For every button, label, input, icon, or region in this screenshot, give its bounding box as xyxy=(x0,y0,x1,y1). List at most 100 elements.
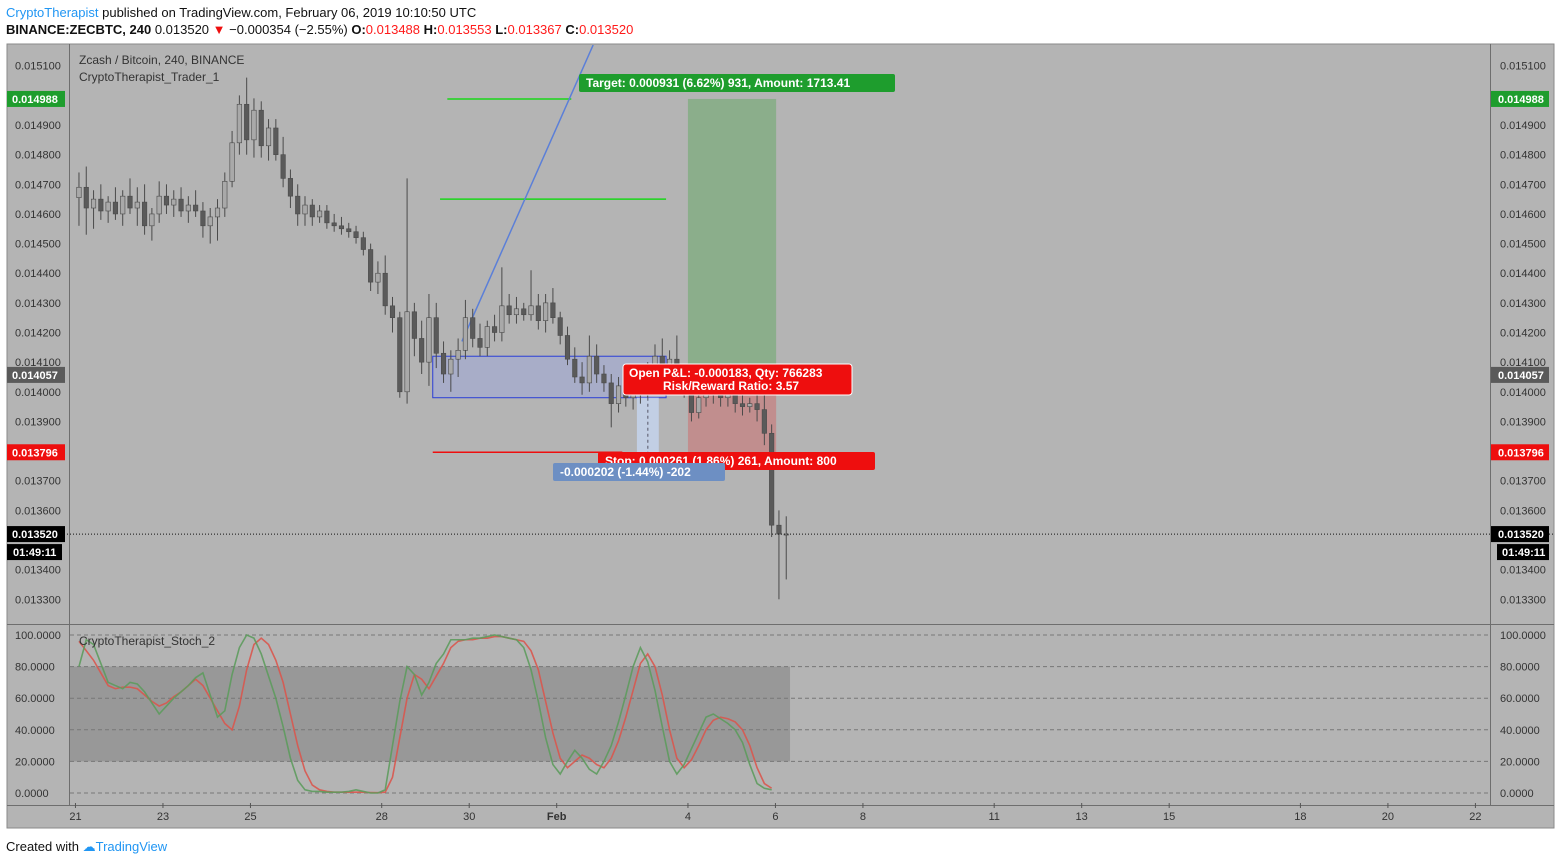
x-tick-label: 25 xyxy=(244,811,256,823)
price-tag-right xyxy=(1491,366,1549,383)
candle-body xyxy=(338,225,345,230)
candle-body xyxy=(776,524,782,535)
candle-body xyxy=(258,109,264,147)
candle-body xyxy=(229,142,235,182)
stoch-tick-left: 40.0000 xyxy=(15,725,55,737)
stoch-band xyxy=(70,666,791,762)
candle-body xyxy=(134,201,140,209)
stoch-tick-right: 80.0000 xyxy=(1500,662,1540,674)
candle-body xyxy=(244,103,250,141)
candle-body xyxy=(200,210,206,227)
candle-body xyxy=(397,317,403,393)
x-tick-label: 20 xyxy=(1382,811,1394,823)
y-tick-left: 0.014400 xyxy=(15,268,61,280)
y-tick-left: 0.013700 xyxy=(15,476,61,488)
candle-body xyxy=(484,326,490,348)
candle-body xyxy=(513,308,520,316)
candle-body xyxy=(455,350,461,360)
symbol-info-line: BINANCE:ZECBTC, 240 0.013520 ▼ −0.000354… xyxy=(6,22,633,37)
candle-body xyxy=(557,317,563,336)
candle-body xyxy=(389,305,396,318)
candle-body xyxy=(368,249,374,283)
countdown-left-text: 01:49:11 xyxy=(13,547,56,559)
candle-body xyxy=(317,210,323,218)
y-tick-right: 0.013900 xyxy=(1500,416,1546,428)
y-tick-left: 0.014200 xyxy=(15,328,61,340)
x-tick-label: 28 xyxy=(376,811,388,823)
x-tick-label: 23 xyxy=(157,811,169,823)
candle-body xyxy=(214,207,221,218)
target-label xyxy=(579,74,895,92)
price-tag-right xyxy=(1491,444,1549,461)
target-zone xyxy=(687,98,777,375)
price-tag-left-text: 0.014988 xyxy=(12,94,58,106)
candle-body xyxy=(83,186,89,209)
price-tag-right-text: 0.014057 xyxy=(1498,370,1544,382)
target-label-text: Target: 0.000931 (6.62%) 931, Amount: 17… xyxy=(586,76,850,90)
candle-body xyxy=(433,317,439,354)
y-tick-right: 0.014100 xyxy=(1500,357,1546,369)
y-tick-left: 0.014300 xyxy=(15,298,61,310)
y-tick-left: 0.014000 xyxy=(15,387,61,399)
open-value: 0.013488 xyxy=(365,22,421,37)
price-tag-left xyxy=(7,366,65,383)
x-tick-label: Feb xyxy=(547,811,567,823)
candle-body xyxy=(594,355,600,375)
candle-body xyxy=(91,198,97,209)
created-with-label: Created with xyxy=(6,839,79,854)
y-tick-left: 0.013900 xyxy=(15,416,61,428)
candle-body xyxy=(265,127,272,147)
x-tick-label: 8 xyxy=(860,811,866,823)
price-tag-left-text: 0.014057 xyxy=(12,370,58,382)
stoch-title: CryptoTherapist_Stoch_2 xyxy=(79,634,215,648)
candle-body xyxy=(120,195,126,215)
candle-body xyxy=(295,195,301,215)
candle-body xyxy=(236,103,242,144)
measure-label xyxy=(553,463,725,481)
price-tag-left xyxy=(7,526,65,543)
candle-body xyxy=(739,403,746,407)
y-tick-right: 0.014700 xyxy=(1500,179,1546,191)
stoch-tick-right: 0.0000 xyxy=(1500,788,1534,800)
candle-body xyxy=(302,204,308,215)
candle-body xyxy=(747,403,753,407)
x-tick-label: 11 xyxy=(988,811,999,823)
stoch-tick-right: 100.0000 xyxy=(1500,630,1546,642)
candle-body xyxy=(528,305,534,316)
price-tag-right-text: 0.013520 xyxy=(1498,529,1544,541)
measure-range xyxy=(636,397,659,458)
candle-body xyxy=(142,201,148,227)
stoch-tick-left: 100.0000 xyxy=(15,630,61,642)
y-tick-right: 0.013400 xyxy=(1500,565,1546,577)
y-tick-left: 0.013300 xyxy=(15,594,61,606)
candle-body xyxy=(185,204,191,212)
candle-body xyxy=(375,272,381,283)
candle-body xyxy=(149,213,155,227)
x-tick-label: 6 xyxy=(772,811,778,823)
candle-body xyxy=(193,204,199,212)
stoch-tick-left: 60.0000 xyxy=(15,693,55,705)
candle-body xyxy=(98,198,104,212)
candle-body xyxy=(769,432,775,526)
author-link[interactable]: CryptoTherapist xyxy=(6,5,99,20)
candle-body xyxy=(353,231,359,238)
footer: Created with ☁TradingView xyxy=(6,839,167,855)
y-tick-right: 0.013700 xyxy=(1500,476,1546,488)
candle-body xyxy=(280,154,286,179)
stoch-tick-right: 40.0000 xyxy=(1500,725,1540,737)
candle-body xyxy=(579,376,585,384)
tradingview-link[interactable]: TradingView xyxy=(95,839,168,854)
y-tick-right: 0.014200 xyxy=(1500,328,1546,340)
stoch-series-k xyxy=(78,633,772,794)
candle-body xyxy=(331,222,337,227)
price-tag-left xyxy=(7,90,65,107)
last-price: 0.013520 xyxy=(154,22,210,37)
low-value: 0.013367 xyxy=(507,22,562,37)
candle-body xyxy=(615,385,622,404)
price-tag-right xyxy=(1491,526,1549,543)
candle-body xyxy=(550,302,556,318)
candle-body xyxy=(76,186,82,198)
countdown-left xyxy=(7,544,62,561)
candle-body xyxy=(112,201,118,215)
